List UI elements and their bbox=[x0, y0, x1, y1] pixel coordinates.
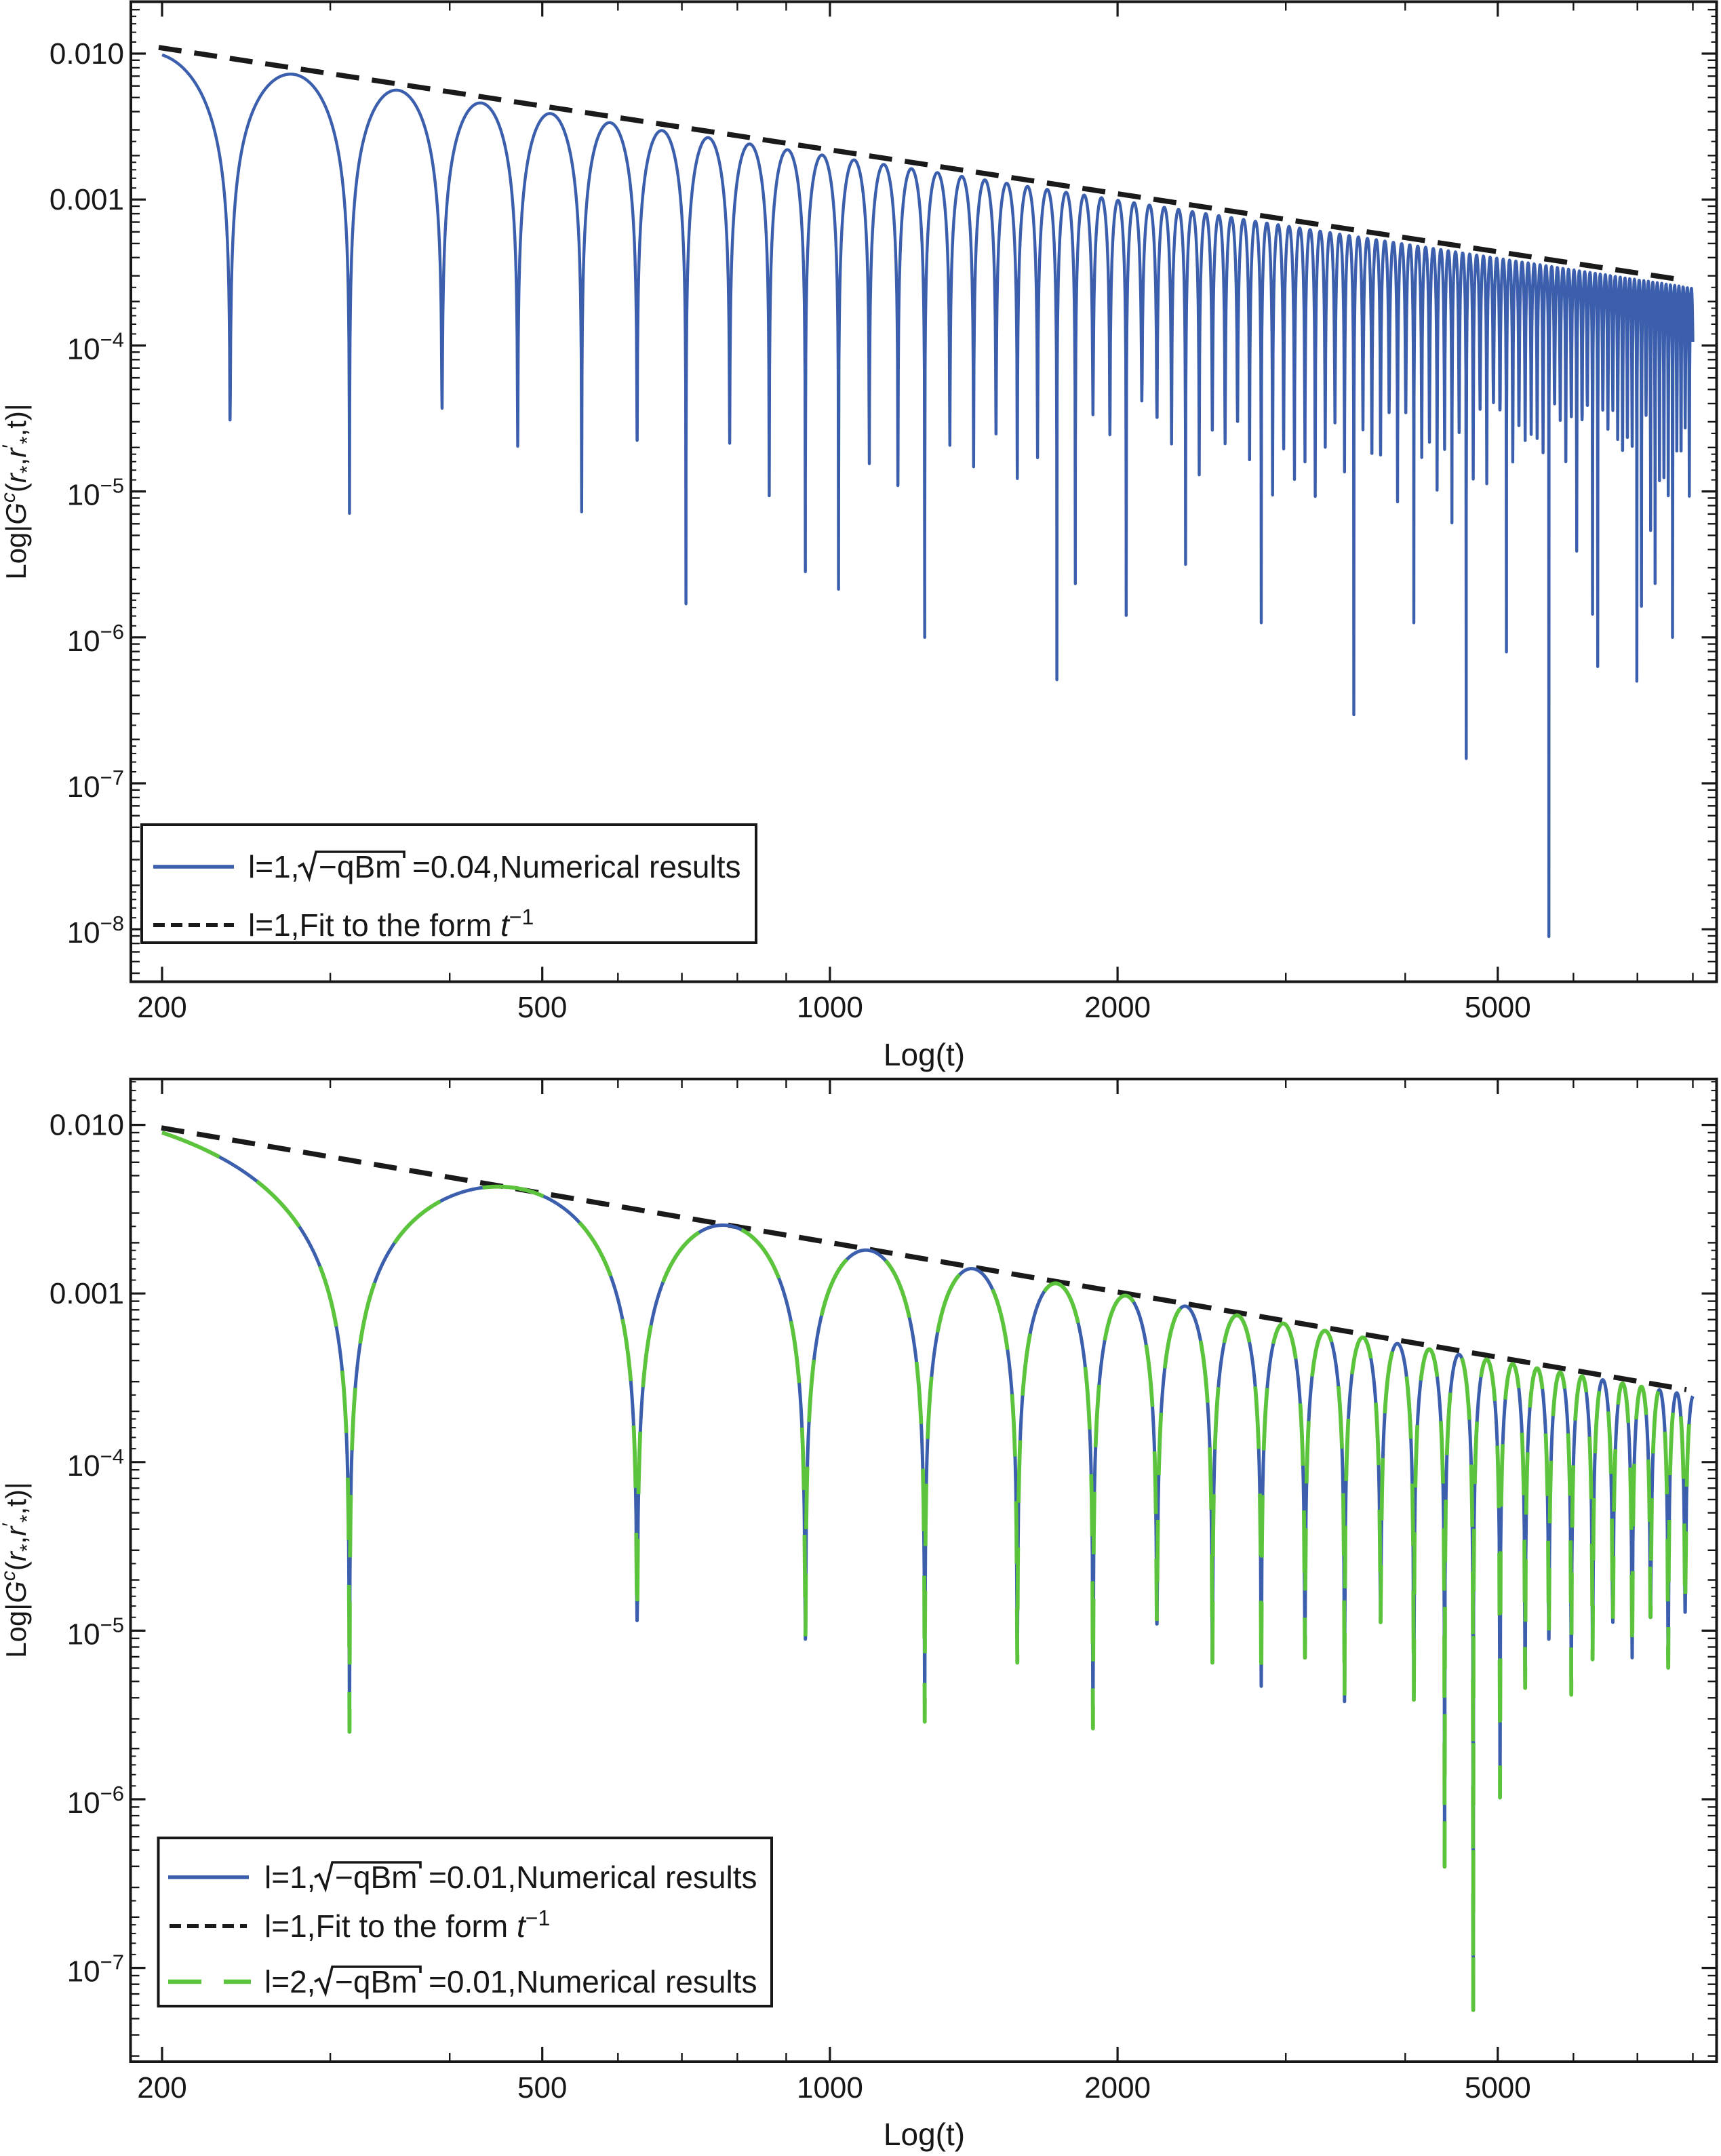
svg-text:−qBm: −qBm bbox=[335, 1964, 417, 1999]
svg-text:−qBm: −qBm bbox=[319, 849, 401, 884]
svg-text:10−4: 10−4 bbox=[67, 328, 124, 366]
svg-text:200: 200 bbox=[137, 2071, 186, 2104]
svg-text:200: 200 bbox=[137, 991, 186, 1024]
svg-text:l=1,: l=1, bbox=[264, 1860, 315, 1895]
svg-text:500: 500 bbox=[517, 991, 567, 1024]
svg-text:500: 500 bbox=[517, 2071, 567, 2104]
svg-text:=0.04,Numerical results: =0.04,Numerical results bbox=[412, 849, 740, 884]
svg-text:l=2,: l=2, bbox=[264, 1964, 315, 1999]
svg-text:0.010: 0.010 bbox=[50, 37, 124, 71]
svg-text:10−6: 10−6 bbox=[67, 620, 124, 658]
svg-text:l=1,: l=1, bbox=[248, 849, 299, 884]
svg-text:1000: 1000 bbox=[797, 991, 863, 1024]
svg-text:1000: 1000 bbox=[797, 2071, 863, 2104]
svg-text:Log(t): Log(t) bbox=[884, 1037, 965, 1072]
svg-text:l=1,Fit to the form t−1: l=1,Fit to the form t−1 bbox=[248, 905, 534, 943]
svg-text:10−5: 10−5 bbox=[67, 1613, 124, 1651]
svg-text:10−7: 10−7 bbox=[67, 766, 124, 804]
svg-text:=0.01,Numerical results: =0.01,Numerical results bbox=[429, 1860, 757, 1895]
svg-text:5000: 5000 bbox=[1465, 991, 1531, 1024]
svg-text:2000: 2000 bbox=[1084, 2071, 1151, 2104]
svg-text:2000: 2000 bbox=[1084, 991, 1151, 1024]
svg-text:l=1,Fit to the form t−1: l=1,Fit to the form t−1 bbox=[264, 1906, 550, 1944]
svg-text:0.010: 0.010 bbox=[50, 1109, 124, 1142]
svg-text:0.001: 0.001 bbox=[50, 183, 124, 216]
svg-text:−qBm: −qBm bbox=[335, 1860, 417, 1895]
svg-text:Log(t): Log(t) bbox=[884, 2117, 965, 2152]
svg-text:10−7: 10−7 bbox=[67, 1951, 124, 1988]
svg-text:10−4: 10−4 bbox=[67, 1445, 124, 1483]
svg-text:=0.01,Numerical results: =0.01,Numerical results bbox=[429, 1964, 757, 1999]
svg-text:5000: 5000 bbox=[1465, 2071, 1531, 2104]
svg-text:0.001: 0.001 bbox=[50, 1277, 124, 1310]
